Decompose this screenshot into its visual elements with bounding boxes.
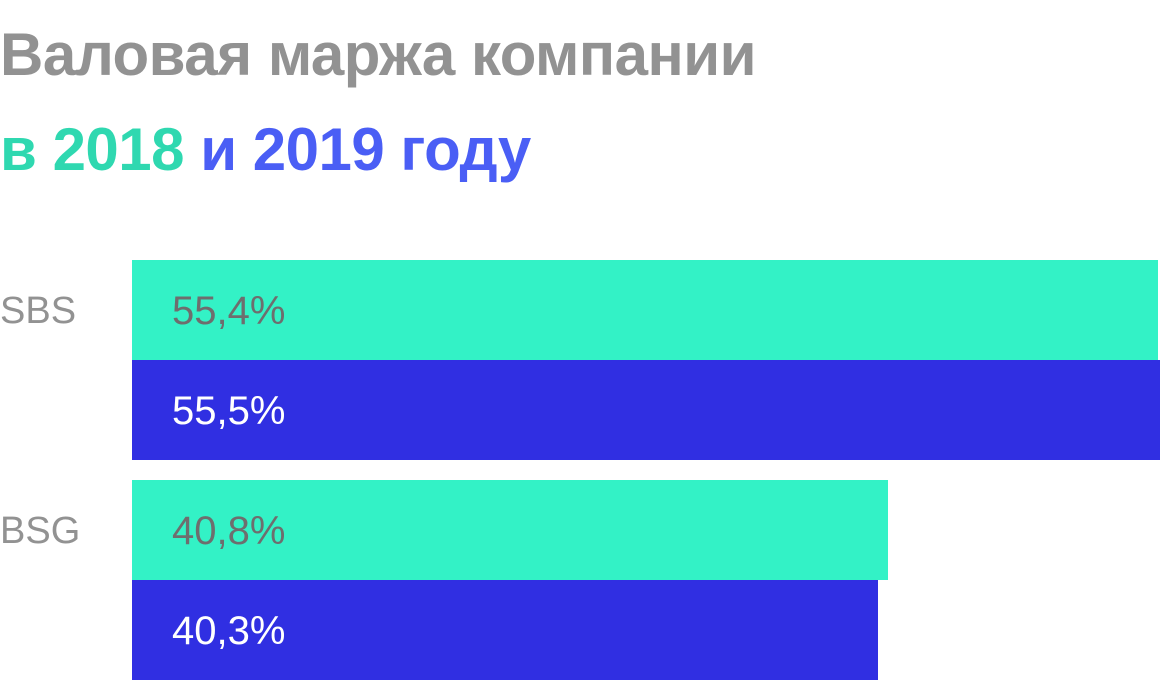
bar-sbs-2018	[132, 260, 1158, 360]
chart-title-and: и	[184, 116, 253, 183]
category-label-bsg: BSG	[0, 510, 80, 552]
chart-title-suffix: году	[384, 116, 531, 183]
chart-title-line-2: в 2018 и 2019 году	[0, 120, 531, 180]
data-label-bsg-2018: 40,8%	[172, 509, 285, 553]
chart-title-year-2019: 2019	[252, 116, 385, 183]
bar-sbs-2019	[132, 360, 1160, 460]
data-label-sbs-2018: 55,4%	[172, 289, 285, 333]
category-label-sbs: SBS	[0, 290, 76, 332]
chart-title-prefix: в	[0, 116, 53, 183]
data-label-sbs-2019: 55,5%	[172, 389, 285, 433]
chart-title-line-1: Валовая маржа компании	[0, 25, 757, 85]
bar-bsg-2019	[132, 580, 878, 680]
chart-title-text: Валовая маржа компании	[0, 21, 757, 88]
chart-title-year-2018: 2018	[52, 116, 185, 183]
data-label-bsg-2019: 40,3%	[172, 609, 285, 653]
bar-bsg-2018	[132, 480, 888, 580]
